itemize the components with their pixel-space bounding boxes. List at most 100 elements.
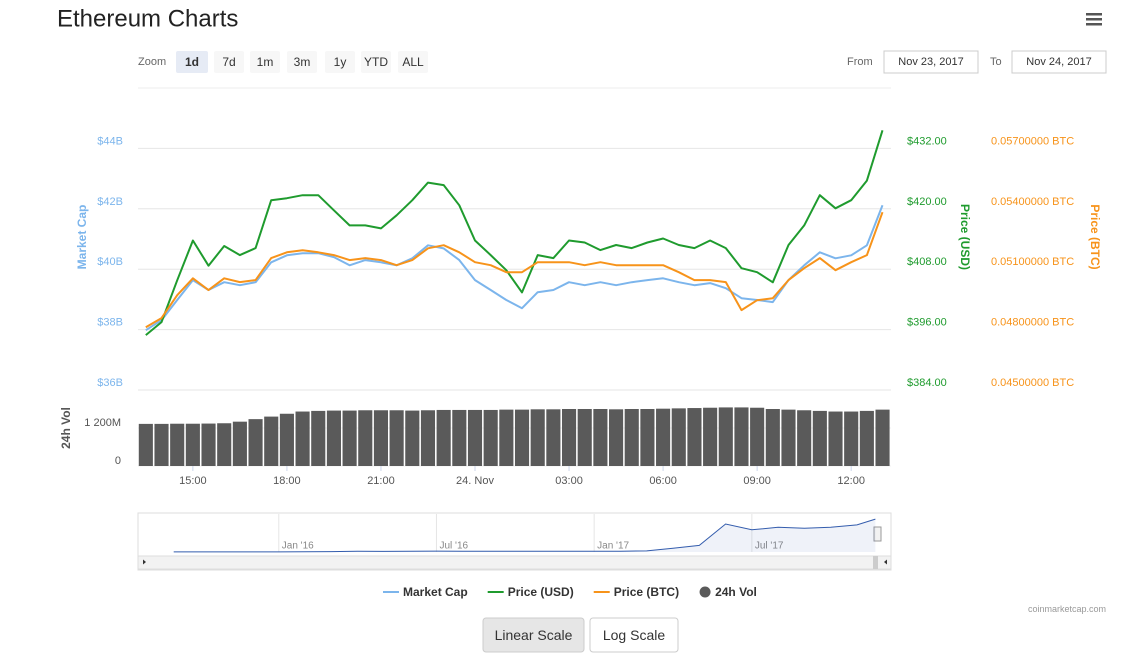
scale-button[interactable]: Log Scale: [589, 617, 679, 653]
zoom-button[interactable]: 7d: [214, 51, 244, 73]
volume-bar: [593, 409, 608, 466]
volume-bar: [436, 409, 451, 466]
x-tick-label: 03:00: [555, 475, 583, 487]
scale-button-bg: [482, 617, 585, 653]
legend-item[interactable]: Price (BTC): [593, 585, 679, 599]
volume-bar: [452, 409, 467, 466]
axis-title: Price (USD): [958, 204, 972, 270]
legend-marker: [699, 586, 711, 598]
volume-bar: [311, 410, 326, 466]
zoom-button-label: YTD: [364, 55, 388, 69]
zoom-button-bg: [398, 51, 428, 73]
from-label: From: [847, 56, 873, 68]
volume-bar: [671, 408, 686, 466]
volume-bar: [765, 409, 780, 466]
zoom-button-label: 7d: [222, 55, 235, 69]
volume-tick-label: 1 200M: [84, 417, 121, 429]
volume-bar: [405, 410, 420, 466]
y-tick-label: 0.05400000 BTC: [991, 196, 1074, 208]
volume-bar: [561, 409, 577, 466]
x-tick-label: 21:00: [367, 475, 395, 487]
volume-bar: [389, 410, 404, 466]
scroll-right-arrow: [884, 559, 887, 565]
volume-bar: [687, 408, 702, 466]
from-input[interactable]: [883, 50, 979, 74]
zoom-button[interactable]: YTD: [361, 51, 391, 73]
y-tick-label: $384.00: [907, 377, 947, 389]
volume-axis-title: 24h Vol: [59, 407, 73, 449]
axis-title: Price (BTC): [1088, 204, 1102, 269]
zoom-button[interactable]: 3m: [287, 51, 317, 73]
volume-tick-label: 0: [115, 455, 121, 467]
legend-item[interactable]: 24h Vol: [699, 585, 757, 599]
x-tick-label: 09:00: [743, 475, 771, 487]
volume-bar: [609, 409, 624, 466]
volume-bar: [499, 409, 514, 466]
volume-bar: [217, 423, 232, 466]
volume-bar: [326, 410, 341, 466]
page-title: Ethereum Charts: [57, 6, 238, 33]
zoom-button-bg: [325, 51, 355, 73]
volume-bar: [781, 409, 796, 466]
navigator-line: [173, 518, 876, 553]
legend-label: Price (BTC): [614, 585, 679, 599]
zoom-button-bg: [287, 51, 317, 73]
x-tick-label: 12:00: [837, 475, 865, 487]
zoom-button[interactable]: 1d: [176, 51, 208, 73]
y-tick-label: $38B: [97, 317, 123, 329]
y-tick-label: $396.00: [907, 317, 947, 329]
y-tick-label: 0.04800000 BTC: [991, 317, 1074, 329]
scale-button-label: Log Scale: [603, 627, 665, 643]
volume-bar: [718, 407, 733, 466]
y-tick-label: 0.05700000 BTC: [991, 135, 1074, 147]
zoom-button-bg: [176, 51, 208, 73]
volume-bar: [750, 407, 765, 466]
scrollbar[interactable]: [137, 555, 892, 570]
y-tick-label: $40B: [97, 256, 123, 268]
navigator-handle[interactable]: [873, 526, 882, 542]
volume-bar: [201, 423, 216, 466]
volume-bar: [358, 410, 373, 466]
zoom-button[interactable]: 1m: [250, 51, 280, 73]
zoom-button-bg: [361, 51, 391, 73]
legend-label: Market Cap: [403, 585, 468, 599]
navigator-frame: [137, 512, 892, 571]
zoom-button[interactable]: 1y: [325, 51, 355, 73]
volume-bar: [295, 411, 310, 466]
volume-bar: [279, 413, 294, 466]
to-input[interactable]: [1011, 50, 1107, 74]
volume-bar: [656, 408, 671, 466]
series-line: [145, 211, 884, 329]
navigator-tick-label: Jan '16: [282, 541, 314, 552]
volume-bar: [514, 409, 530, 466]
volume-bar: [530, 409, 545, 466]
x-tick-label: 24. Nov: [456, 475, 494, 487]
volume-bar: [828, 411, 843, 466]
zoom-button[interactable]: ALL: [398, 51, 428, 73]
scale-button[interactable]: Linear Scale: [482, 617, 585, 653]
zoom-button-label: ALL: [402, 55, 424, 69]
series-line: [145, 204, 884, 332]
volume-bar: [467, 409, 483, 466]
zoom-button-label: 1y: [334, 55, 347, 69]
volume-bar: [577, 409, 592, 466]
series-line: [145, 130, 884, 336]
zoom-button-label: 3m: [294, 55, 311, 69]
scale-button-bg: [589, 617, 679, 653]
menu-button[interactable]: [1086, 13, 1102, 26]
y-tick-label: 0.05100000 BTC: [991, 256, 1074, 268]
navigator-tick-label: Jan '17: [597, 541, 629, 552]
volume-bar: [483, 409, 498, 466]
y-tick-label: $408.00: [907, 256, 947, 268]
volume-bar: [342, 410, 357, 466]
zoom-label: Zoom: [138, 56, 166, 68]
volume-bar: [248, 419, 263, 466]
legend-item[interactable]: Price (USD): [487, 585, 574, 599]
navigator-tick-label: Jul '17: [755, 541, 784, 552]
legend-item[interactable]: Market Cap: [383, 585, 468, 599]
volume-bar: [797, 410, 812, 466]
volume-bar: [844, 411, 859, 466]
scrollbar-thumb[interactable]: [873, 556, 878, 569]
volume-bar: [703, 407, 718, 466]
volume-bar: [420, 410, 436, 466]
